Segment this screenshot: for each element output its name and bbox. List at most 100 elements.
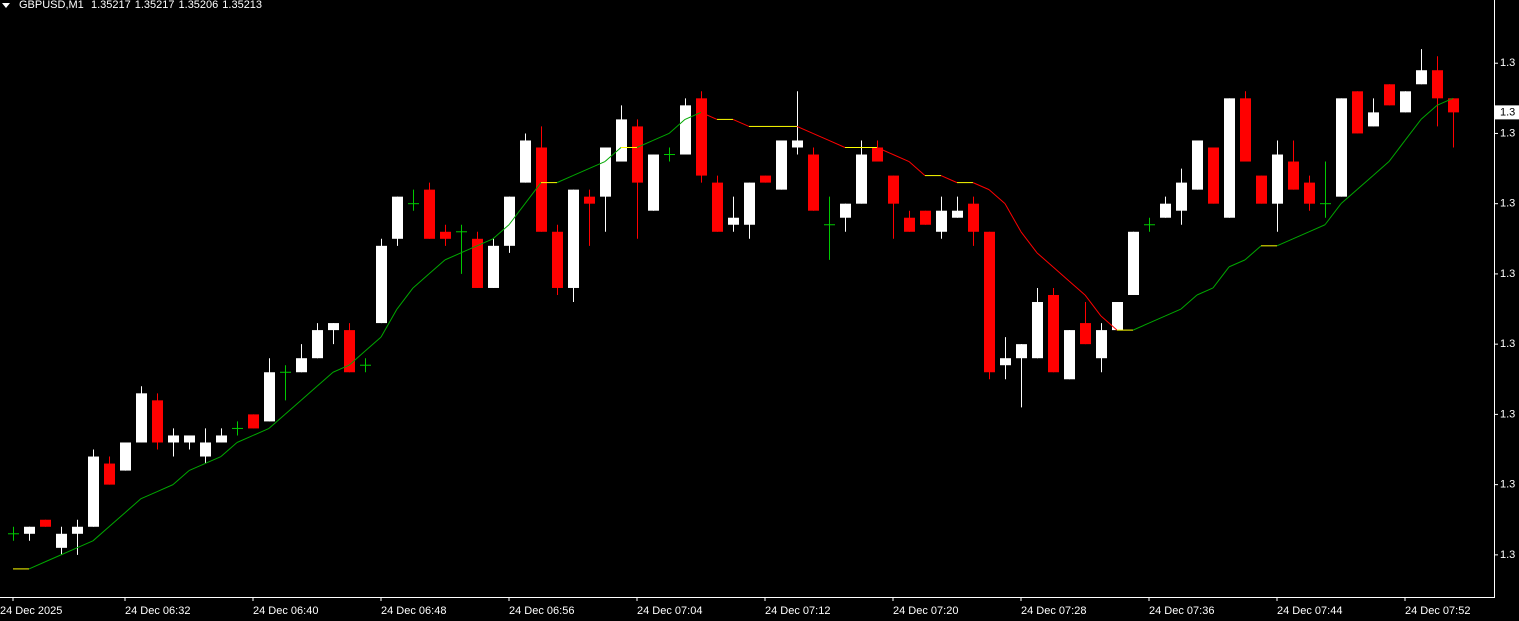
candle-body [1256,175,1267,204]
candle-body [584,196,595,204]
ma-segment [1020,231,1038,254]
ma-segment [380,308,398,338]
x-tick-label: 24 Dec 06:56 [509,605,574,617]
candle-body [1000,358,1011,366]
x-tick-label: 24 Dec 07:52 [1405,605,1470,617]
ma-segment [108,512,126,528]
x-tick-label: 24 Dec 07:28 [1021,605,1086,617]
y-tick-label: 1.3 [1500,479,1515,491]
ma-segment [188,463,206,472]
x-tick-label: 24 Dec 06:40 [253,605,318,617]
candle-body [552,231,563,288]
candle-body [840,203,851,218]
ma-segment [1196,287,1214,296]
x-tick-label: 24 Dec 07:36 [1149,605,1214,617]
ma-segment [700,111,718,120]
candle-body [56,533,67,548]
ma-segment [284,399,302,415]
ma-segment [556,175,574,184]
ma-segment [1276,238,1294,247]
candle-body [1064,330,1075,380]
y-tick-label: 1.3 [1500,338,1515,350]
ma-segment [876,147,894,155]
ma-segment [572,168,590,177]
ma-segment [1324,203,1342,226]
ma-segment [92,526,110,542]
candle-body [1224,98,1235,218]
candle-body [1448,98,1459,113]
ma-segment [332,364,350,373]
candle-body [568,189,579,288]
ma-segment [828,140,846,148]
candle-body [152,400,163,443]
candle-body [968,203,979,232]
candle-body [760,175,771,183]
candle-body [440,231,451,239]
candle-body [792,140,803,148]
ma-segment [396,287,414,310]
ma-segment [508,203,526,226]
candle-body [72,526,83,534]
ma-segment [940,175,958,184]
ma-segment [300,385,318,401]
ma-segment [140,491,158,500]
ma-segment [236,435,254,443]
y-tick-label: 1.3 [1500,549,1515,561]
header-close: 1.35213 [222,0,262,11]
candle-body [1416,70,1427,85]
ma-segment [988,189,1006,205]
ma-segment [156,484,174,493]
candle-body [712,182,723,232]
candle-body [632,126,643,183]
candle-body [1160,203,1171,218]
y-tick-label: 1.3 [1500,198,1515,210]
ma-segment [1244,245,1262,261]
candle-body [472,238,483,288]
candle-body [952,210,963,218]
ma-segment [44,554,62,563]
candle-body [1208,147,1219,204]
current-price-label: 1.3 [1500,106,1515,118]
candle-body [1048,294,1059,373]
ma-segment [588,161,606,170]
candle-body [616,119,627,162]
ma-segment [972,182,990,191]
candle-body [248,414,259,429]
candle-body [520,140,531,183]
candle-body [392,196,403,239]
ma-segment [668,119,686,134]
ma-segment [220,442,238,457]
candle-body [488,245,499,288]
candle-body [1096,330,1107,359]
ma-segment [1404,119,1422,141]
header-high: 1.35217 [135,0,175,11]
candle-body [264,372,275,422]
ma-segment [636,140,654,148]
ma-segment [1036,252,1054,268]
candle-body [536,147,547,232]
ma-segment [476,238,494,247]
ma-segment [492,224,510,240]
ma-segment [652,132,670,141]
candle-body [920,210,931,225]
candle-body [1272,154,1283,204]
candle-body [936,210,947,232]
ma-segment [1356,175,1374,191]
menu-triangle[interactable] [2,3,10,8]
candle-body [328,323,339,331]
ma-segment [204,456,222,465]
ma-segment [1068,280,1086,296]
candle-body [904,217,915,232]
candle-body [120,442,131,471]
candle-body [1032,302,1043,359]
ma-segment [460,245,478,254]
candle-body [296,358,307,373]
candle-body [504,196,515,246]
ma-segment [364,336,382,352]
candle-body [216,435,227,443]
ma-segment [1308,224,1326,233]
candle-body [1016,344,1027,359]
candle-body [344,330,355,373]
ma-segment [1340,189,1358,205]
